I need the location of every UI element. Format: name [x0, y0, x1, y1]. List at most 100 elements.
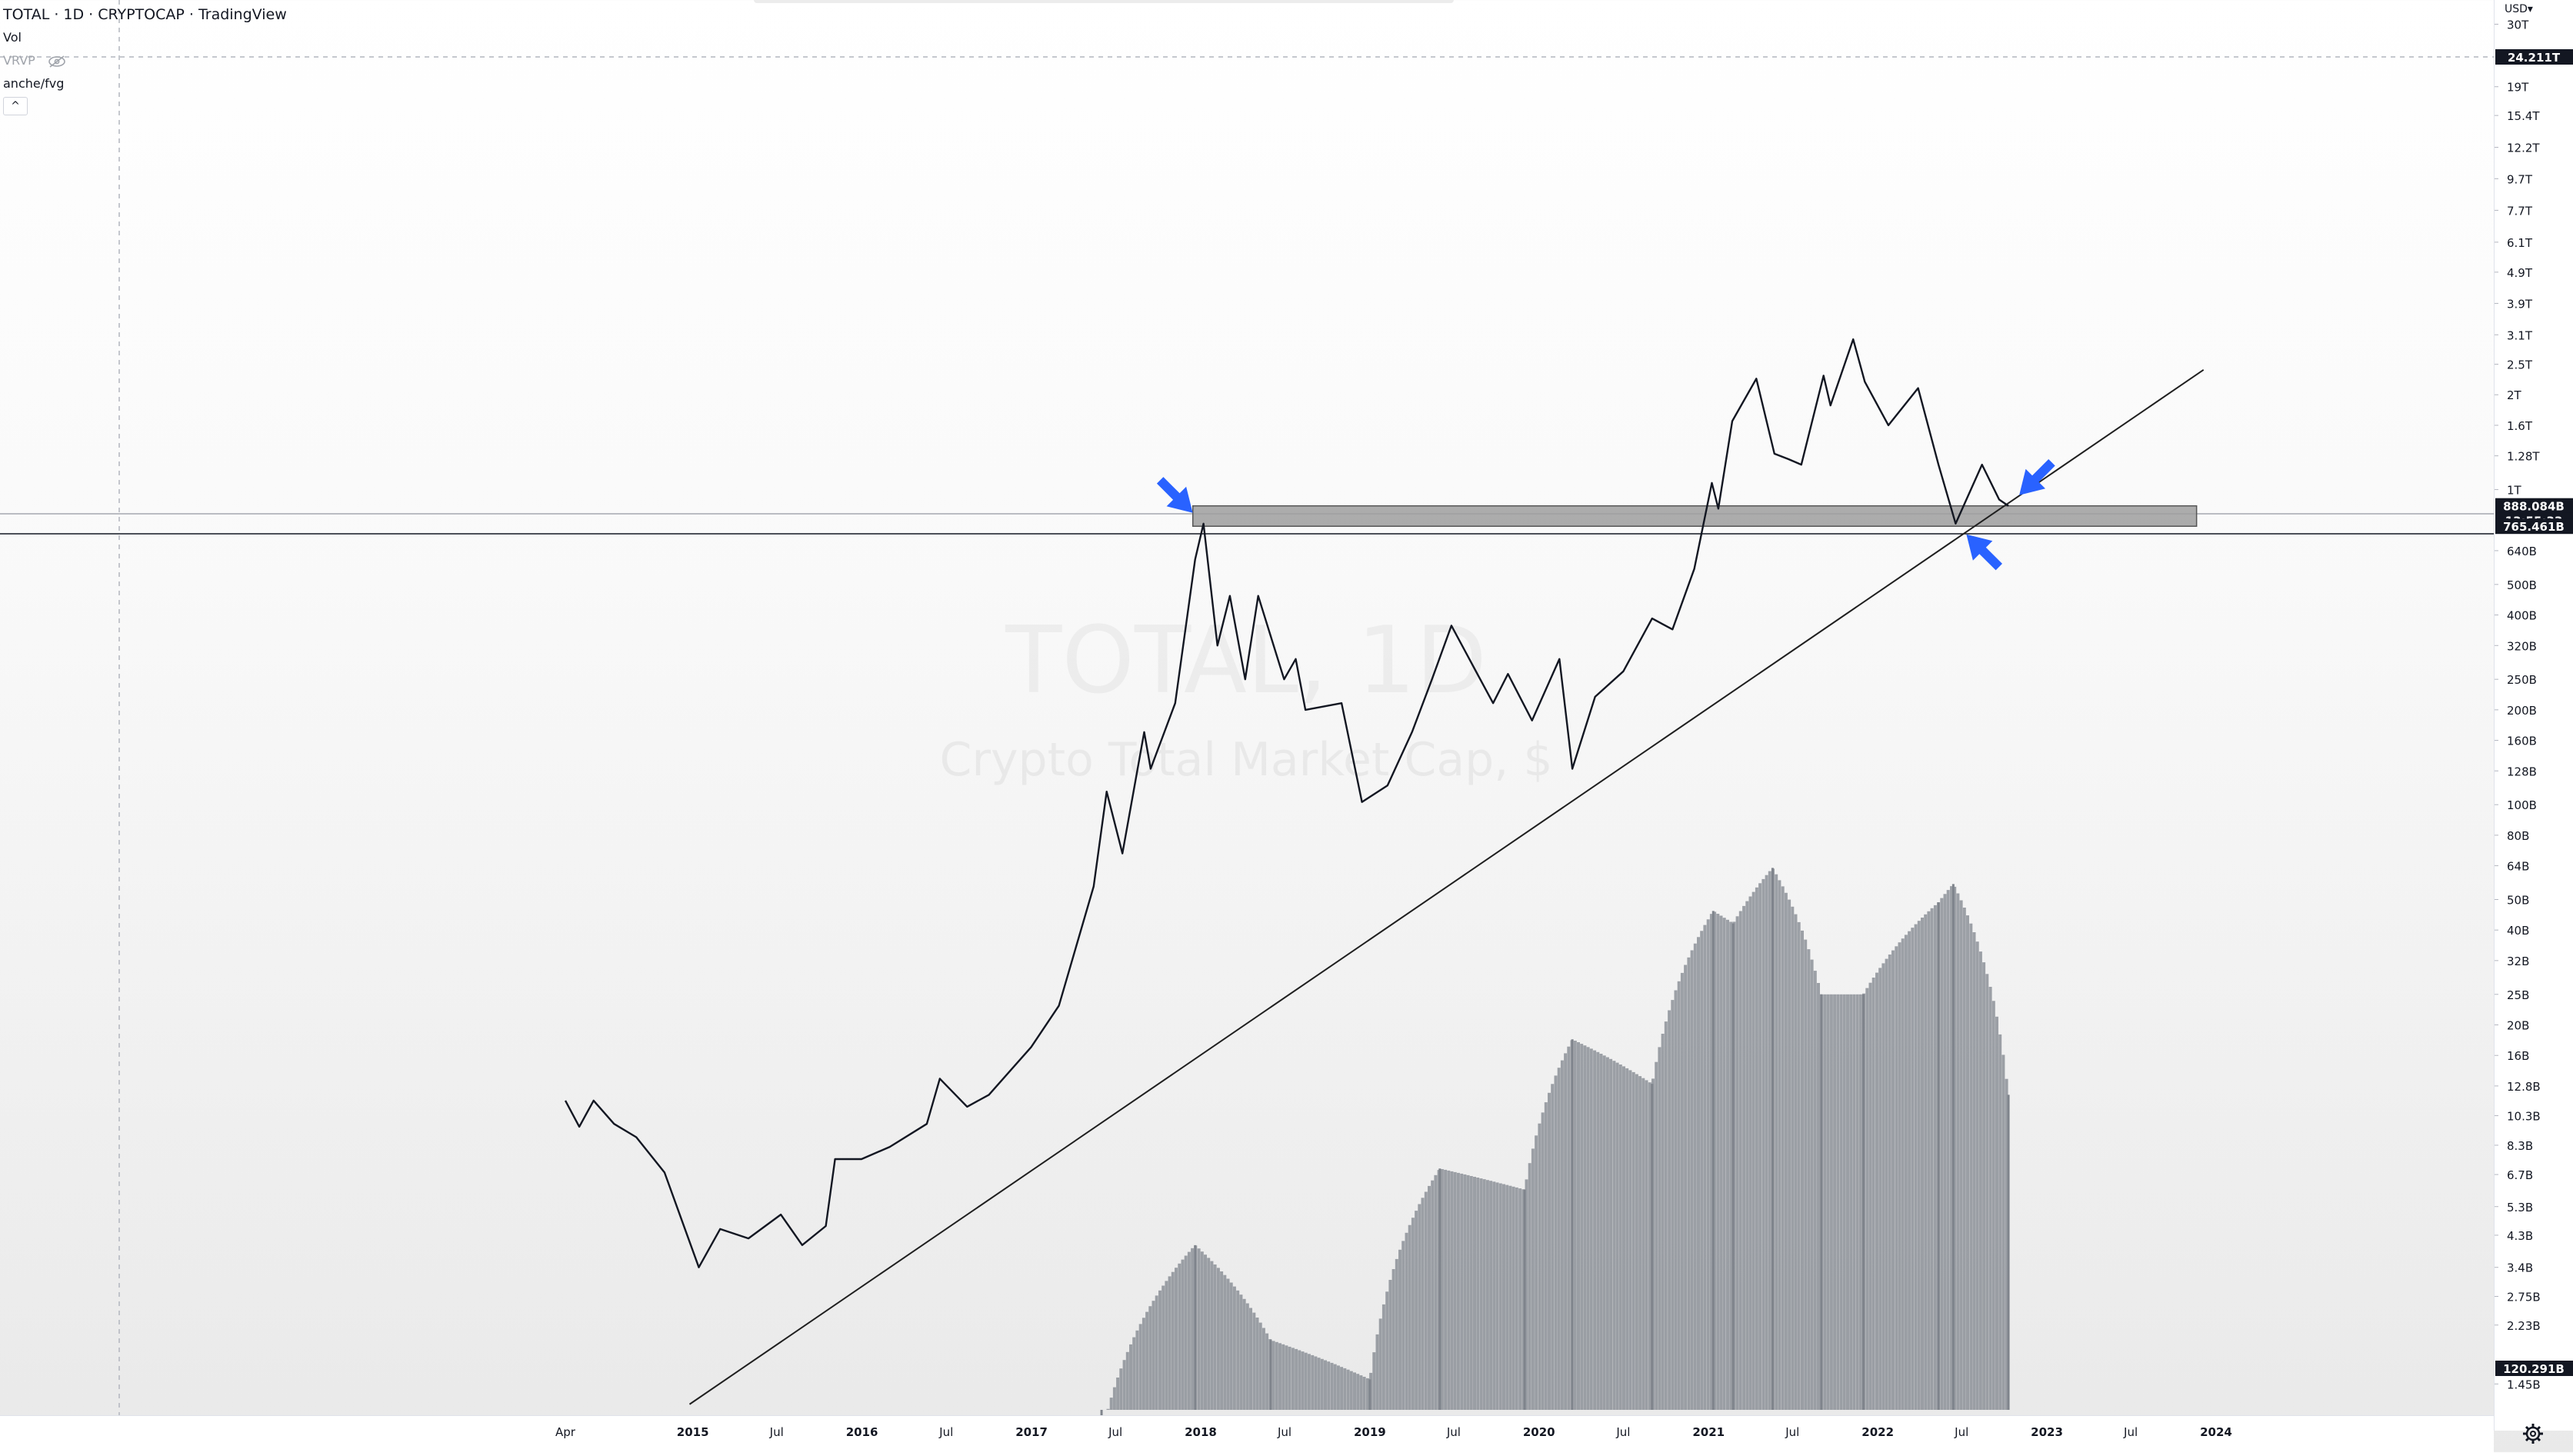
currency-selector[interactable]: USD▾ [2505, 3, 2533, 15]
volume-bar [1953, 886, 1957, 1410]
volume-bar [1875, 972, 1878, 1410]
price-tick-label: 16B [2507, 1049, 2529, 1063]
volume-bar [1175, 1268, 1178, 1410]
volume-bar [1788, 899, 1791, 1410]
price-tick-label: 80B [2507, 829, 2529, 843]
volume-bar [1346, 1369, 1350, 1410]
volume-bar [1112, 1387, 1116, 1410]
hidden-eye-icon[interactable] [47, 55, 67, 68]
collapse-legend-button[interactable]: ^ [3, 97, 28, 115]
volume-bar [1324, 1360, 1327, 1410]
price-chart[interactable]: TOTAL, 1D Crypto Total Market Cap, $ [0, 0, 2494, 1415]
volume-bar [1719, 915, 1723, 1410]
symbol-title[interactable]: TOTAL · 1D · CRYPTOCAP · TradingView [3, 6, 287, 23]
volume-bar [1635, 1074, 1638, 1410]
volume-bar [1330, 1362, 1334, 1410]
volume-bar [1317, 1358, 1321, 1410]
volume-bar [1775, 874, 1778, 1410]
price-tick-label: 7.7T [2507, 204, 2533, 218]
volume-bar [1340, 1367, 1344, 1410]
volume-bar [1145, 1311, 1149, 1410]
vrvp-indicator-row[interactable]: VRVP [3, 49, 287, 72]
volume-bar [1975, 941, 1979, 1410]
volume-bar [1917, 921, 1921, 1410]
time-tick-label: 2019 [1354, 1425, 1386, 1439]
time-tick-label: Jul [769, 1425, 784, 1439]
volume-bar [1881, 963, 1885, 1410]
time-tick-label: 2015 [677, 1425, 709, 1439]
volume-bar [1372, 1352, 1376, 1410]
volume-bar [1959, 900, 1963, 1410]
volume-bar [1940, 898, 1944, 1410]
time-axis[interactable]: Apr 2015 Jul 2016 Jul 2017 Jul 2018 Jul 2019 Jul 20… [0, 1415, 2494, 1453]
volume-bar [1538, 1123, 1541, 1410]
volume-bar [1885, 958, 1888, 1410]
volume-bar [1801, 930, 1804, 1410]
volume-bar [1655, 1061, 1658, 1410]
volume-bar [1713, 911, 1717, 1410]
volume-bar [1972, 932, 1976, 1410]
volume-bar [1978, 951, 1982, 1410]
volume-bar [1418, 1204, 1421, 1410]
volume-bar [1674, 990, 1678, 1410]
volume-bar [1865, 988, 1869, 1410]
volume-bar [1528, 1163, 1531, 1410]
price-badge-last-price: 888.084B [2495, 498, 2573, 514]
volume-bar [1823, 994, 1827, 1410]
settings-gear-icon[interactable] [2519, 1420, 2547, 1448]
price-tick-label: 1T [2507, 484, 2522, 498]
custom-indicator-label[interactable]: anche/fvg [3, 76, 65, 91]
annotation-arrow [1156, 477, 1193, 513]
price-tick-label: 2.5T [2507, 358, 2533, 372]
volume-bar [1245, 1303, 1249, 1410]
volume-bar [1810, 959, 1814, 1410]
volume-bar [1729, 921, 1733, 1410]
volume-bar [1375, 1334, 1379, 1410]
volume-bar [1349, 1371, 1353, 1410]
price-tick-label: 320B [2507, 639, 2537, 653]
volume-indicator-label[interactable]: Vol [3, 30, 22, 45]
price-axis[interactable]: 30T 19T 15.4T 12.2T 9.7T 7.7T 6.1T 4.9T 3.9T 3.1T… [2494, 0, 2573, 1431]
volume-bar [1580, 1044, 1584, 1410]
volume-bar [1645, 1080, 1648, 1410]
volume-bar [1381, 1304, 1385, 1410]
volume-bar [1265, 1333, 1269, 1410]
volume-bar [1362, 1377, 1366, 1410]
volume-bar [1829, 994, 1833, 1410]
volume-bar [2001, 1055, 2005, 1410]
volume-bar [1911, 928, 1915, 1410]
volume-bar [1116, 1378, 1120, 1410]
volume-bar [1216, 1268, 1220, 1410]
time-tick-label: Jul [2123, 1425, 2138, 1439]
volume-bar [1661, 1034, 1665, 1410]
volume-bar [1301, 1351, 1305, 1410]
volume-bar [1797, 921, 1801, 1410]
volume-bar [1849, 994, 1853, 1410]
volume-bar [1447, 1170, 1451, 1410]
volume-bar [1405, 1232, 1408, 1410]
price-tick-label: 12.2T [2507, 142, 2540, 155]
volume-bar [1839, 994, 1843, 1410]
volume-bar [1444, 1169, 1448, 1410]
volume-bar [1158, 1290, 1162, 1410]
volume-bar [1181, 1259, 1185, 1410]
volume-bar [1709, 914, 1713, 1410]
volume-bar [1525, 1179, 1528, 1410]
volume-bar [1242, 1298, 1246, 1410]
volume-bar [1781, 886, 1785, 1410]
time-tick-label: 2023 [2031, 1425, 2063, 1439]
volume-bar [1684, 965, 1688, 1410]
volume-bar [1794, 914, 1798, 1410]
volume-bar [1807, 949, 1811, 1410]
volume-bar [1703, 925, 1707, 1410]
time-tick-label: 2018 [1185, 1425, 1217, 1439]
volume-bar [1677, 981, 1681, 1410]
volume-bar [1933, 905, 1937, 1410]
volume-bar [1456, 1172, 1460, 1410]
volume-bar [1858, 994, 1862, 1410]
chart-watermark: TOTAL, 1D Crypto Total Market Cap, $ [939, 608, 1552, 787]
volume-bar [1969, 923, 1973, 1410]
volume-bar [1138, 1324, 1142, 1410]
time-tick-label: Jul [1615, 1425, 1630, 1439]
annotation-arrow [2019, 459, 2055, 495]
